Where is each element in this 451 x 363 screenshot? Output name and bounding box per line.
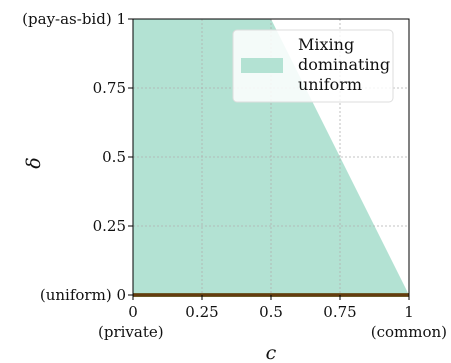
legend-entry-line-1: dominating [298, 55, 390, 74]
x-tick-label-2: 0.5 [259, 303, 283, 321]
x-tick-label-3: 0.75 [323, 303, 356, 321]
y-tick-label-3: 0.75 [93, 79, 126, 97]
legend-entry-line-0: Mixing [298, 35, 354, 54]
legend-swatch [241, 58, 283, 73]
y-tick-label-0: (uniform) 0 [40, 286, 126, 304]
x-tick-sublabel-0: (private) [98, 323, 164, 341]
legend-entry-line-2: uniform [298, 75, 362, 94]
y-tick-label-2: 0.5 [102, 148, 126, 166]
x-tick-label-1: 0.25 [185, 303, 218, 321]
x-tick-sublabel-4: (common) [371, 323, 447, 341]
x-axis-label: c [266, 342, 277, 363]
x-tick-label-4: 1 [404, 303, 414, 321]
y-tick-label-1: 0.25 [93, 217, 126, 235]
legend [232, 29, 394, 103]
legend-box [232, 29, 394, 103]
x-tick-label-0: 0 [128, 303, 138, 321]
y-tick-label-4: (pay-as-bid) 1 [22, 10, 126, 28]
y-axis-label: δ [23, 157, 45, 168]
